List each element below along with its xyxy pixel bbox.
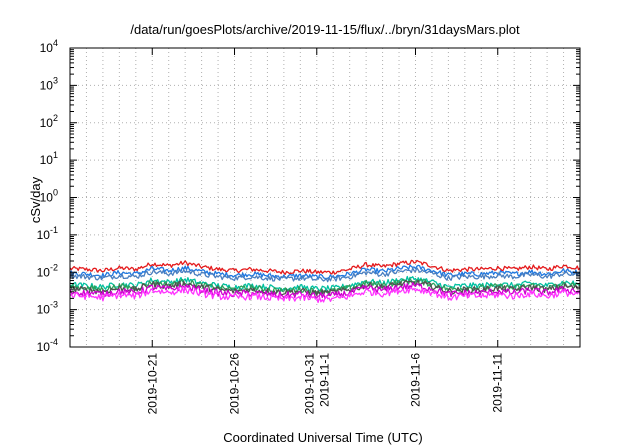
series-line-1 [69, 259, 581, 275]
y-tick-label: 10-3 [37, 300, 58, 317]
chart-title: /data/run/goesPlots/archive/2019-11-15/f… [130, 22, 520, 37]
series-group [69, 259, 581, 304]
x-axis-label: Coordinated Universal Time (UTC) [223, 430, 422, 445]
y-tick-label: 101 [40, 150, 58, 167]
y-tick-label: 103 [40, 75, 58, 92]
y-tick-label: 10-4 [37, 337, 58, 354]
series-line-2 [69, 264, 581, 280]
y-tick-label: 100 [40, 188, 58, 205]
x-tick-label: 2019-11-1 [317, 353, 331, 407]
y-tick-label: 10-1 [37, 225, 58, 242]
x-tick-label: 2019-11-6 [408, 353, 422, 407]
series-line-3 [69, 267, 581, 283]
y-tick-label: 104 [40, 38, 58, 55]
ticks: 10-4 10-3 10-2 10-1 100 101 102 103 104 2019-10-2… [37, 38, 580, 414]
grid [70, 48, 580, 347]
x-tick-label: 2019-10-31 [302, 353, 316, 415]
y-tick-label: 10-2 [37, 262, 58, 279]
y-tick-label: 102 [40, 113, 58, 130]
y-axis-label: cSv/day [28, 176, 43, 223]
x-tick-label: 2019-11-11 [491, 353, 505, 413]
series-line-8 [69, 286, 581, 304]
x-tick-label: 2019-10-26 [228, 353, 242, 415]
x-tick-label: 2019-10-21 [145, 353, 159, 415]
